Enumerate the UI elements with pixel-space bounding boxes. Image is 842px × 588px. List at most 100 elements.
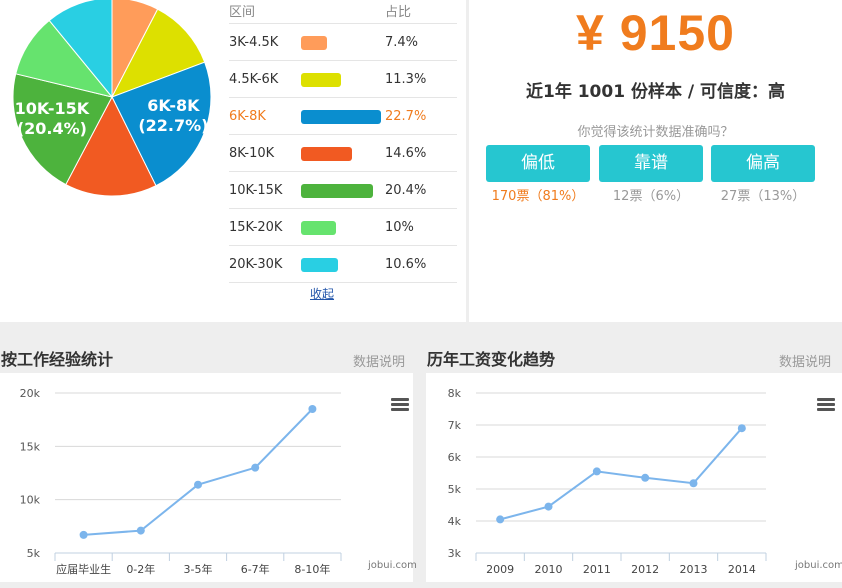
share-bar	[301, 73, 341, 87]
data-point[interactable]	[194, 480, 202, 489]
share-value: 7.4%	[385, 35, 419, 50]
share-value: 10%	[385, 220, 414, 235]
data-point[interactable]	[79, 530, 88, 539]
x-tick-label: 8-10年	[294, 562, 330, 576]
x-tick-label: 6-7年	[241, 562, 270, 576]
x-tick-label: 2009	[486, 563, 514, 576]
experience-chart-panel: 5k 10k 15k 20k 应届毕业生 0-2年 3-5年 6-7年 8-10年 jobui.…	[0, 373, 417, 582]
data-point[interactable]	[496, 515, 505, 524]
pie-slice-share: (20.4%)	[17, 119, 87, 138]
share-bar	[301, 110, 381, 124]
share-value: 14.6%	[385, 146, 427, 161]
trend-section-title: 历年工资变化趋势	[427, 350, 556, 369]
vote-accurate-button[interactable]: 靠谱	[599, 145, 703, 182]
data-point[interactable]	[592, 467, 601, 476]
pie-slice-label: 10K-15K	[15, 99, 90, 118]
trend-explain-link[interactable]: 数据说明	[779, 355, 832, 370]
y-tick-label: 20k	[20, 387, 41, 400]
accuracy-question: 你觉得该统计数据准确吗？	[577, 125, 734, 140]
data-point[interactable]	[136, 526, 145, 535]
collapse-link[interactable]: 收起	[310, 287, 335, 301]
y-tick-label: 8k	[448, 387, 462, 400]
table-row[interactable]: 8K-10K 14.6%	[229, 135, 457, 172]
table-row[interactable]: 6K-8K 22.7%	[229, 98, 457, 135]
range-label: 3K-4.5K	[229, 35, 279, 50]
y-tick-label: 4k	[448, 515, 462, 528]
range-label: 4.5K-6K	[229, 72, 279, 87]
pie-slice[interactable]	[12, 73, 113, 186]
series-line	[83, 408, 314, 536]
salary-pie-chart: 6K-8K(22.7%) 10K-15K(20.4%)	[12, 0, 212, 197]
share-bar	[301, 36, 327, 50]
trend-chart-panel: 3k 4k 5k 6k 7k 8k 2009 2010 2011 2012 2013 2014 job…	[426, 373, 842, 582]
sample-info: 近1年 1001 份样本 / 可信度：高	[525, 82, 786, 102]
salary-distribution-panel: 6K-8K (22.7%) 10K-15K (20.4%) 区间 占比 3K-4.5K…	[0, 0, 466, 322]
y-tick-label: 5k	[27, 547, 41, 560]
chart-credit[interactable]: jobui.com	[368, 560, 417, 571]
x-tick-label: 2012	[631, 563, 659, 576]
chart-menu-icon[interactable]	[391, 398, 409, 412]
pie-slice[interactable]	[65, 95, 157, 197]
table-row[interactable]: 15K-20K 10%	[229, 209, 457, 246]
y-tick-label: 15k	[20, 440, 41, 453]
vote-low-count: 170票（81%）	[491, 189, 585, 204]
y-tick-label: 5k	[448, 483, 462, 496]
experience-line-chart: 5k 10k 15k 20k 应届毕业生 0-2年 3-5年 6-7年 8-10年	[20, 387, 342, 576]
data-point[interactable]	[544, 502, 553, 511]
vote-accurate-count: 12票（6%）	[612, 189, 690, 204]
range-label: 15K-20K	[229, 220, 283, 235]
share-value: 22.7%	[385, 109, 427, 124]
pie-slice[interactable]	[111, 61, 212, 187]
pie-slice-share: (22.7%)	[138, 116, 208, 135]
y-tick-label: 7k	[448, 419, 462, 432]
table-row[interactable]: 10K-15K 20.4%	[229, 172, 457, 209]
pie-slice[interactable]	[110, 8, 206, 98]
x-tick-label: 2014	[728, 563, 756, 576]
share-bar	[301, 184, 373, 198]
x-tick-label: 3-5年	[184, 562, 213, 576]
share-bar	[301, 258, 338, 272]
experience-explain-link[interactable]: 数据说明	[353, 355, 406, 370]
salary-summary-panel: ¥ 9150 近1年 1001 份样本 / 可信度：高 你觉得该统计数据准确吗？…	[469, 0, 842, 322]
average-salary: ¥ 9150	[576, 5, 735, 61]
header-share: 占比	[385, 5, 412, 20]
y-tick-label: 6k	[448, 451, 462, 464]
range-label: 20K-30K	[229, 257, 283, 272]
x-tick-label: 2010	[535, 563, 563, 576]
table-header: 区间 占比	[229, 0, 457, 24]
range-label: 6K-8K	[229, 109, 266, 124]
table-row[interactable]: 20K-30K 10.6%	[229, 246, 457, 283]
header-range: 区间	[229, 5, 256, 20]
share-value: 20.4%	[385, 183, 427, 198]
pie-slice-label: 6K-8K	[147, 96, 200, 115]
x-tick-label: 0-2年	[126, 562, 155, 576]
share-value: 11.3%	[385, 72, 427, 87]
table-row[interactable]: 3K-4.5K 7.4%	[229, 24, 457, 61]
vote-high-count: 27票（13%）	[720, 189, 806, 204]
x-tick-label: 2011	[583, 563, 611, 576]
data-point[interactable]	[251, 463, 260, 472]
vote-low-button[interactable]: 偏低	[486, 145, 590, 182]
y-tick-label: 10k	[20, 494, 41, 507]
chart-menu-icon[interactable]	[817, 398, 835, 412]
x-tick-label: 应届毕业生	[56, 562, 111, 576]
share-bar	[301, 147, 352, 161]
range-label: 8K-10K	[229, 146, 275, 161]
data-point[interactable]	[689, 479, 698, 488]
share-value: 10.6%	[385, 257, 427, 272]
experience-section-title: 按工作经验统计	[1, 350, 114, 369]
trend-line-chart: 3k 4k 5k 6k 7k 8k 2009 2010 2011 2012 2013 2014	[448, 387, 767, 576]
chart-credit[interactable]: jobui.com	[795, 560, 842, 571]
vote-high-button[interactable]: 偏高	[711, 145, 815, 182]
series-line	[499, 427, 743, 521]
data-point[interactable]	[737, 424, 746, 433]
share-bar	[301, 221, 336, 235]
range-label: 10K-15K	[229, 183, 283, 198]
data-point[interactable]	[641, 473, 650, 482]
y-tick-label: 3k	[448, 547, 462, 560]
x-tick-label: 2013	[680, 563, 708, 576]
pie-slice[interactable]	[48, 0, 113, 99]
salary-distribution-table: 区间 占比 3K-4.5K 7.4% 4.5K-6K 11.3% 6K-8K 22.7% 8…	[229, 0, 457, 283]
data-point[interactable]	[308, 405, 317, 413]
table-row[interactable]: 4.5K-6K 11.3%	[229, 61, 457, 98]
